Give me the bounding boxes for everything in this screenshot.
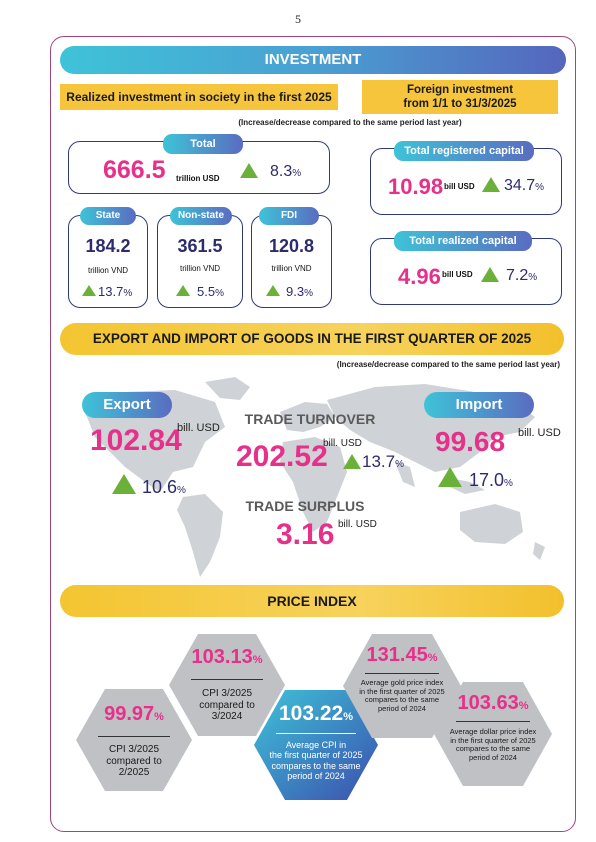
dollar-price-hexagon [434, 682, 552, 786]
trade-header: EXPORT AND IMPORT OF GOODS IN THE FIRST … [60, 323, 564, 355]
state-unit: trillion VND [87, 266, 128, 275]
cpi-month-hexagon [76, 689, 192, 791]
cpi-month-description: CPI 3/2025 compared to 2/2025 [106, 744, 162, 778]
realized-up-arrow-icon [481, 267, 499, 282]
registered-capital-change: 34.7% [504, 177, 545, 194]
world-map-image [85, 377, 545, 577]
cpi-average-hexagon [254, 690, 378, 800]
export-unit: bill. USD [177, 422, 220, 434]
non-state-card [157, 215, 243, 308]
import-value: 99.68 [435, 426, 506, 457]
investment-note: (Increase/decrease compared to the same … [238, 118, 462, 127]
trade-surplus-label: TRADE SURPLUS [245, 498, 365, 514]
state-change: 13.7% [98, 284, 133, 299]
dollar-price-description: Average dollar price index in the first q… [449, 727, 537, 762]
trade-turnover-change: 13.7% [362, 452, 404, 471]
state-card [68, 215, 148, 308]
gold-price-hexagon [343, 634, 461, 738]
fdi-up-arrow-icon [266, 285, 280, 296]
trade-turnover-value: 202.52 [236, 440, 328, 473]
fdi-unit: trillion VND [271, 264, 312, 273]
non-state-up-arrow-icon [176, 285, 190, 296]
import-up-arrow-icon [438, 467, 462, 487]
fdi-change: 9.3% [286, 284, 313, 299]
dollar-price-divider [456, 721, 530, 722]
export-value: 102.84 [90, 424, 182, 457]
cpi-year-value: 103.13% [191, 646, 263, 668]
cpi-average-divider [276, 733, 356, 734]
cpi-year-hexagon [169, 634, 285, 736]
cpi-average-description: Average CPI in the first quarter of 2025 c… [269, 740, 363, 782]
import-label: Import [424, 392, 534, 418]
fdi-value: 120.8 [268, 236, 315, 256]
export-label: Export [82, 392, 172, 418]
investment-header: INVESTMENT [60, 46, 566, 74]
gold-price-description: Average gold price index in the first qua… [359, 678, 445, 713]
realized-capital-change: 7.2% [506, 267, 538, 284]
total-value: 666.5 [103, 156, 166, 184]
realized-capital-value: 4.96 [398, 264, 441, 289]
page-number: 5 [295, 12, 301, 26]
cpi-year-description: CPI 3/2025 compared to 3/2024 [199, 688, 255, 722]
realized-investment-title: Realized investment in society in the fi… [60, 84, 338, 110]
non-state-label: Non-state [170, 207, 232, 225]
cpi-month-divider [98, 736, 170, 737]
gold-price-divider [365, 673, 439, 674]
registered-up-arrow-icon [482, 177, 500, 192]
page-frame [50, 36, 576, 832]
total-unit: trillion USD [176, 174, 220, 183]
total-up-arrow-icon [240, 163, 258, 178]
fdi-label: FDI [259, 207, 319, 225]
cpi-average-value: 103.22% [278, 702, 353, 725]
export-change: 10.6% [142, 477, 186, 497]
import-unit: bill. USD [518, 427, 561, 439]
state-label: State [80, 207, 136, 225]
total-change: 8.3% [270, 163, 302, 180]
non-state-value: 361.5 [177, 236, 223, 256]
total-label: Total [163, 134, 243, 154]
registered-capital-value: 10.98 [388, 174, 444, 199]
foreign-investment-title: Foreign investment from 1/1 to 31/3/2025 [362, 80, 558, 114]
export-up-arrow-icon [112, 474, 136, 494]
realized-capital-label: Total realized capital [394, 231, 532, 251]
dollar-price-value: 103.63% [457, 692, 529, 714]
import-change: 17.0% [469, 470, 513, 490]
trade-turnover-unit: bill. USD [323, 438, 362, 449]
trade-turnover-label: TRADE TURNOVER [244, 411, 376, 427]
non-state-change: 5.5% [197, 284, 224, 299]
registered-capital-unit: bill USD [444, 182, 475, 191]
trade-note: (Increase/decrease compared to the same … [336, 360, 560, 369]
turnover-up-arrow-icon [343, 454, 361, 469]
gold-price-value: 131.45% [366, 644, 438, 666]
trade-surplus-value: 3.16 [276, 518, 335, 551]
non-state-unit: trillion VND [179, 264, 220, 273]
registered-capital-label: Total registered capital [394, 141, 534, 161]
state-value: 184.2 [85, 236, 131, 256]
cpi-month-value: 99.97% [104, 703, 164, 725]
realized-capital-unit: bill USD [442, 270, 473, 279]
price-index-header: PRICE INDEX [60, 585, 564, 617]
trade-surplus-unit: bill. USD [338, 519, 377, 530]
state-up-arrow-icon [82, 285, 96, 296]
cpi-year-divider [191, 679, 263, 680]
